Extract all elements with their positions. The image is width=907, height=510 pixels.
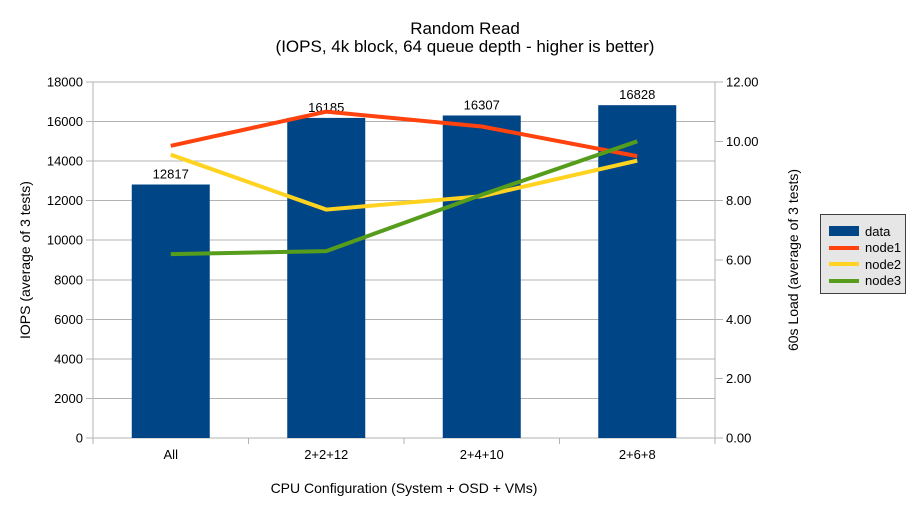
right-axis-tick-label: 4.00 [726, 312, 751, 327]
legend-swatch-node3 [829, 278, 859, 283]
left-axis-tick-label: 2000 [54, 391, 83, 406]
y-axis-title-left: IOPS (average of 3 tests) [17, 181, 33, 339]
left-axis-tick-label: 8000 [54, 272, 83, 287]
right-axis-tick-label: 0.00 [726, 431, 751, 446]
right-axis-tick-label: 10.00 [726, 134, 759, 149]
right-axis-tick-label: 12.00 [726, 75, 759, 90]
x-axis-title: CPU Configuration (System + OSD + VMs) [270, 480, 538, 496]
legend-swatch-data [829, 226, 859, 237]
left-axis-tick-label: 18000 [47, 75, 83, 90]
y-axis-title-right: 60s Load (average of 3 tests) [785, 168, 801, 352]
legend-label-node1: node1 [865, 240, 902, 256]
bar-value-label: 12817 [153, 167, 189, 182]
left-axis-tick-label: 4000 [54, 351, 83, 366]
bar-value-label: 16307 [464, 97, 500, 112]
left-axis-tick-label: 16000 [47, 114, 83, 129]
line-series-node1 [170, 109, 638, 159]
x-category-label: All [164, 447, 179, 462]
x-category-label: 2+2+12 [304, 447, 348, 462]
legend-item-node1: node1 [829, 240, 901, 257]
legend-swatch-node1 [829, 245, 859, 250]
chart-subtitle: (IOPS, 4k block, 64 queue depth - higher… [275, 37, 655, 56]
line-series-node2 [170, 152, 638, 212]
chart-title-block: Random Read (IOPS, 4k block, 64 queue de… [276, 20, 655, 56]
legend-label-node2: node2 [865, 256, 902, 272]
legend-swatch-node2 [829, 262, 859, 267]
bar-2+4+10 [442, 115, 521, 439]
bar-All [131, 184, 210, 438]
left-axis-tick-label: 0 [76, 431, 83, 446]
legend-label-data: data [865, 223, 891, 239]
left-axis-tick-label: 14000 [47, 154, 83, 169]
legend-item-node2: node2 [829, 256, 901, 273]
left-axis-tick-label: 12000 [47, 193, 83, 208]
left-axis-tick-label: 10000 [47, 233, 83, 248]
x-category-label: 2+4+10 [460, 447, 504, 462]
bar-2+2+12 [287, 117, 366, 438]
legend-label-node3: node3 [865, 273, 902, 289]
left-axis-tick-label: 6000 [54, 312, 83, 327]
bar-value-label: 16828 [619, 87, 655, 102]
legend: data node1 node2 node3 [820, 214, 906, 294]
right-axis-tick-label: 8.00 [726, 193, 751, 208]
chart-title: Random Read [410, 19, 520, 38]
legend-item-node3: node3 [829, 273, 901, 290]
right-axis-tick-label: 6.00 [726, 253, 751, 268]
legend-item-data: data [829, 223, 901, 240]
x-category-label: 2+6+8 [619, 447, 656, 462]
right-axis-tick-label: 2.00 [726, 371, 751, 386]
line-series-node3 [170, 139, 638, 257]
